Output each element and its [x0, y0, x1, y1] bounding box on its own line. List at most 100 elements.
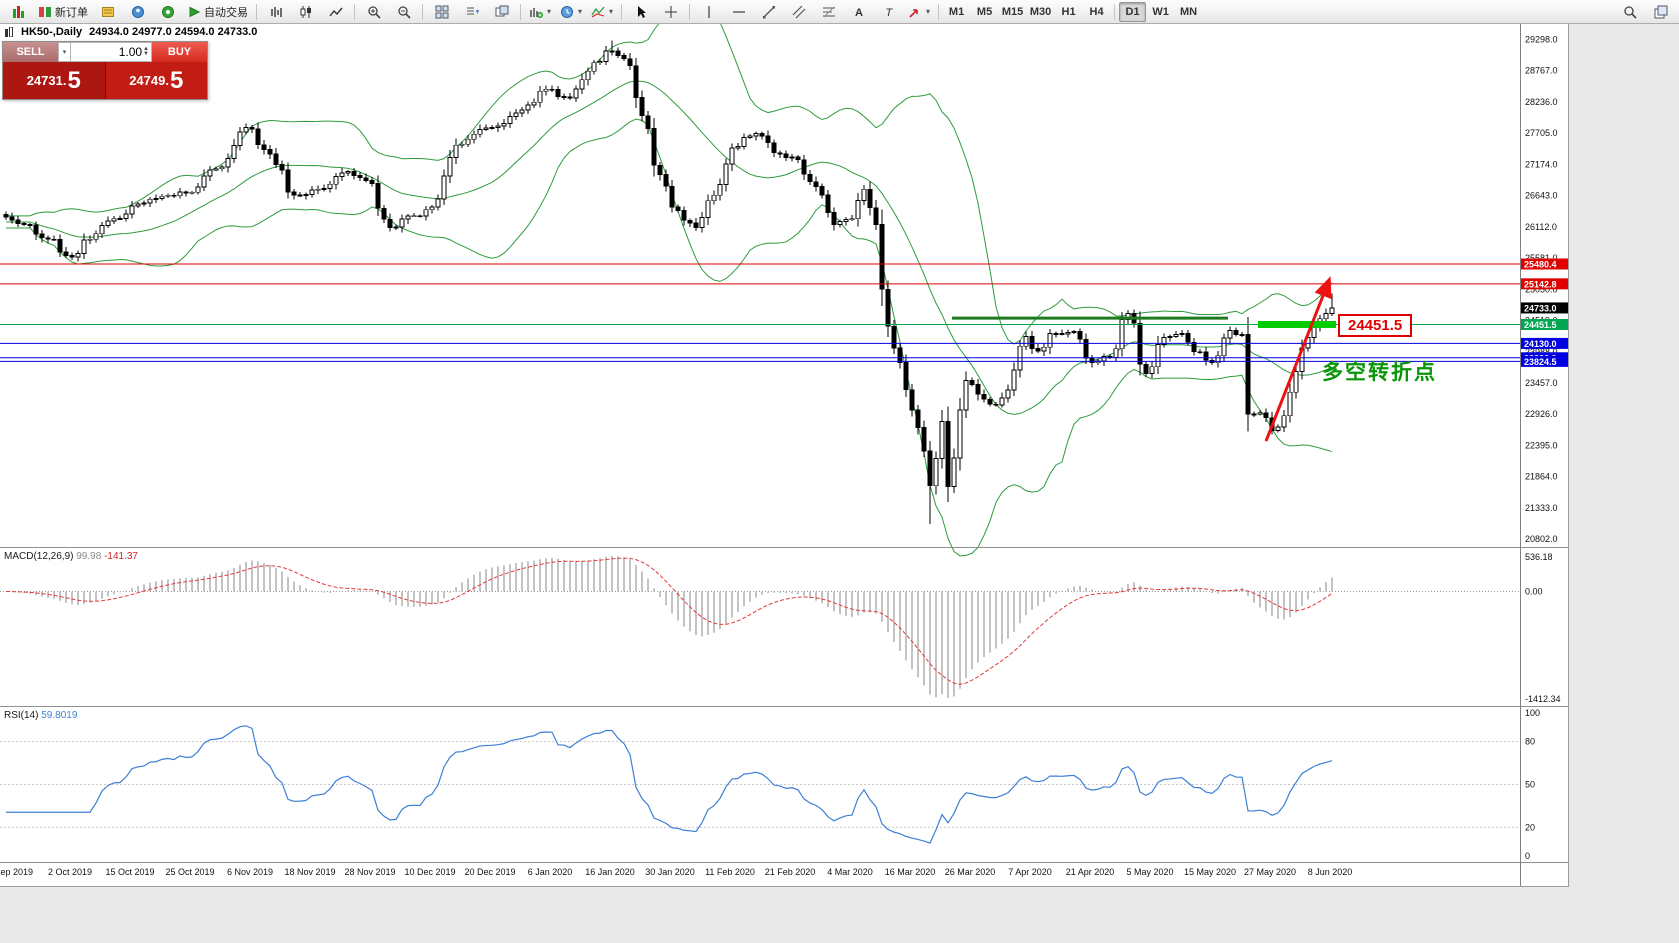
x-axis-date-label: 16 Mar 2020: [885, 867, 936, 877]
windows-icon: [1654, 5, 1667, 18]
new-order-icon: [39, 6, 51, 17]
toolbar-separator: [938, 3, 940, 20]
arrows-button[interactable]: ▾: [904, 1, 934, 23]
x-axis-date-label: 20 Dec 2019: [464, 867, 515, 877]
trend-arrow[interactable]: [1264, 276, 1332, 442]
y-axis-label: 25581.0: [1525, 253, 1558, 263]
label-button[interactable]: T: [874, 1, 903, 23]
volume-dropdown-button[interactable]: ▾: [58, 42, 71, 62]
rsi-value: 59.8019: [41, 710, 78, 721]
app-logo-icon: [12, 5, 24, 18]
rsi-line: [6, 725, 1333, 844]
trendline-icon: [762, 5, 775, 18]
market-watch-button[interactable]: [93, 1, 122, 23]
indicators-button[interactable]: ▾: [587, 1, 617, 23]
profiles-button[interactable]: ▾: [556, 1, 586, 23]
rsi-indicator-label: RSI(14) 59.8019: [4, 710, 77, 721]
channel-button[interactable]: [784, 1, 813, 23]
support-button[interactable]: [153, 1, 182, 23]
chart-bars-button[interactable]: [261, 1, 290, 23]
zoom-out-button[interactable]: [389, 1, 418, 23]
vertical-line-button[interactable]: [694, 1, 723, 23]
turning-point-annotation: 多空转折点: [1322, 361, 1437, 384]
buy-price-pips: 5: [169, 66, 184, 94]
autotrading-icon: [189, 6, 201, 17]
y-axis-label: 28767.0: [1525, 66, 1558, 76]
macd-indicator-label: MACD(12,26,9) 99.98 -141.37: [4, 551, 138, 562]
x-axis-date-label: 9 Sep 2019: [0, 867, 33, 877]
macd-axis-max: 536.18: [1525, 552, 1553, 562]
y-axis-label: 27705.0: [1525, 128, 1558, 138]
market-watch-icon: [101, 6, 114, 17]
chart-candles-button[interactable]: [291, 1, 320, 23]
new-chart-button[interactable]: ▾: [525, 1, 555, 23]
buy-button[interactable]: BUY: [152, 42, 207, 62]
equidistant-channel-icon: [792, 5, 805, 18]
chevron-down-icon: ▾: [547, 7, 552, 16]
text-button[interactable]: A: [844, 1, 873, 23]
new-order-label: 新订单: [55, 6, 88, 19]
timeframe-mn-button[interactable]: MN: [1180, 5, 1198, 18]
sell-price[interactable]: 24731. 5: [3, 62, 106, 99]
arrange-windows-button[interactable]: [457, 1, 486, 23]
new-order-button[interactable]: 新订单: [34, 1, 92, 23]
horizontal-line-button[interactable]: [724, 1, 753, 23]
x-axis-date-label: 8 Jun 2020: [1308, 867, 1353, 877]
x-axis-date-label: 27 May 2020: [1244, 867, 1296, 877]
search-button[interactable]: [1615, 1, 1644, 23]
timeframe-m5-button[interactable]: M5: [976, 5, 993, 18]
text-tool-icon: A: [855, 7, 863, 19]
macd-axis-zero: 0.00: [1525, 587, 1543, 597]
cascade-windows-button[interactable]: [487, 1, 516, 23]
windows-button[interactable]: [1646, 1, 1675, 23]
x-axis-date-label: 28 Nov 2019: [344, 867, 395, 877]
macd-name: MACD(12,26,9): [4, 551, 74, 562]
x-axis-date-label: 5 May 2020: [1126, 867, 1173, 877]
zoom-in-button[interactable]: [359, 1, 388, 23]
timeframe-h1-button[interactable]: H1: [1061, 5, 1076, 18]
chart-canvas[interactable]: 29298.0 28767.0 28236.0 27705.0 27174.0 26643…: [0, 24, 1568, 886]
x-axis-date-label: 15 May 2020: [1184, 867, 1236, 877]
y-axis-label: 21333.0: [1525, 503, 1558, 513]
timeframe-m15-button[interactable]: M15: [1001, 5, 1024, 18]
candles: [3, 40, 1335, 524]
volume-down-button[interactable]: ▼: [143, 51, 149, 57]
cascade-windows-icon: [495, 5, 508, 16]
indicators-icon: [591, 6, 605, 17]
cursor-button[interactable]: [626, 1, 655, 23]
sell-button[interactable]: SELL: [3, 42, 58, 62]
buy-price[interactable]: 24749. 5: [105, 62, 207, 99]
crosshair-icon: [664, 5, 677, 18]
toolbar-separator: [422, 3, 423, 20]
price-tag: [1521, 337, 1568, 349]
volume-up-button[interactable]: ▲: [143, 46, 149, 52]
toolbar-separator: [689, 3, 691, 20]
trendline-button[interactable]: [754, 1, 783, 23]
timeframe-m30-button[interactable]: M30: [1029, 5, 1052, 18]
price-tag-label: 24733.0: [1524, 303, 1557, 313]
chart-header: HK50-,Daily 24934.0 24977.0 24594.0 2473…: [4, 26, 257, 38]
tile-windows-button[interactable]: [427, 1, 456, 23]
crosshair-button[interactable]: [656, 1, 685, 23]
fibonacci-icon: [822, 6, 835, 17]
fibonacci-button[interactable]: [814, 1, 843, 23]
chart-ohlc-values: 24934.0 24977.0 24594.0 24733.0: [89, 26, 258, 38]
x-axis-date-label: 4 Mar 2020: [827, 867, 873, 877]
svg-text:A: A: [855, 7, 863, 19]
timeframe-h4-button[interactable]: H4: [1089, 5, 1104, 18]
rsi-axis-label: 0: [1525, 851, 1530, 861]
timeframe-m1-button[interactable]: M1: [948, 5, 965, 18]
rsi-name: RSI(14): [4, 710, 39, 721]
chart-line-button[interactable]: [321, 1, 350, 23]
svg-text:T: T: [885, 7, 893, 19]
price-callout-label[interactable]: 24451.5: [1338, 314, 1413, 337]
one-click-trading-panel: SELL ▾ 1.00 ▲ ▼ BUY 24731. 5 24749. 5: [2, 41, 208, 100]
sell-price-pips: 5: [67, 66, 81, 94]
navigator-button[interactable]: [123, 1, 152, 23]
autotrading-button[interactable]: 自动交易: [183, 1, 252, 23]
timeframe-w1-button[interactable]: W1: [1152, 5, 1169, 18]
timeframe-d1-button[interactable]: D1: [1119, 1, 1147, 22]
volume-input[interactable]: 1.00 ▲ ▼: [71, 42, 152, 62]
line-chart-icon: [328, 7, 343, 16]
x-axis-date-label: 15 Oct 2019: [105, 867, 154, 877]
